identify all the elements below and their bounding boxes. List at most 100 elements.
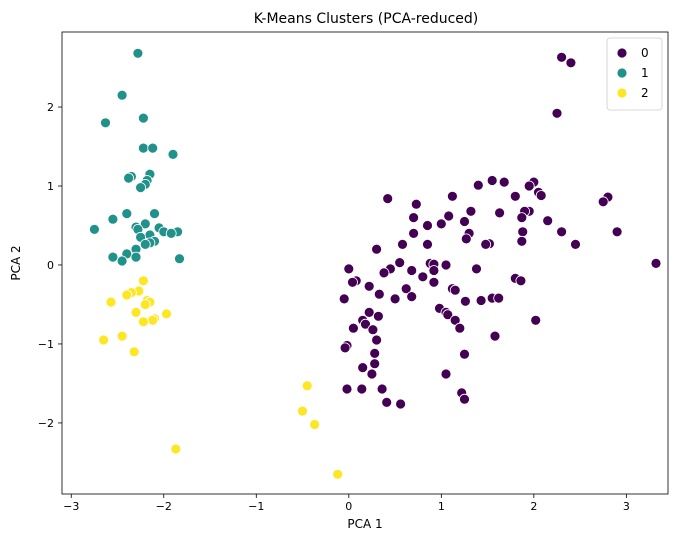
data-point-cluster-0 bbox=[494, 207, 506, 219]
data-point-cluster-0 bbox=[556, 51, 567, 63]
data-point-cluster-0 bbox=[400, 283, 412, 295]
data-point-cluster-1 bbox=[139, 238, 151, 250]
data-point-cluster-2 bbox=[332, 468, 344, 480]
x-tick-label: −2 bbox=[156, 500, 172, 513]
data-point-cluster-1 bbox=[137, 112, 149, 124]
data-point-cluster-0 bbox=[556, 226, 567, 238]
ticks-layer: −3 −2 −1 0 1 2 3 −2 −1 0 1 2 bbox=[38, 101, 630, 513]
x-tick-label: 1 bbox=[438, 500, 445, 513]
data-point-cluster-0 bbox=[356, 383, 368, 395]
data-point-cluster-0 bbox=[650, 257, 662, 269]
data-point-cluster-1 bbox=[135, 182, 147, 194]
data-point-cluster-0 bbox=[440, 259, 452, 271]
data-point-cluster-0 bbox=[530, 314, 542, 326]
data-point-cluster-0 bbox=[489, 330, 501, 342]
data-point-cluster-0 bbox=[395, 398, 407, 410]
data-point-cluster-0 bbox=[459, 216, 470, 227]
data-point-cluster-0 bbox=[435, 218, 447, 230]
data-point-cluster-1 bbox=[89, 223, 100, 235]
data-point-cluster-0 bbox=[422, 220, 433, 231]
data-point-cluster-0 bbox=[535, 190, 547, 201]
data-point-cluster-0 bbox=[367, 324, 379, 336]
data-point-cluster-0 bbox=[498, 176, 510, 188]
data-point-cluster-0 bbox=[493, 292, 505, 304]
data-point-cluster-1 bbox=[116, 89, 128, 101]
data-point-cluster-0 bbox=[565, 57, 577, 69]
data-point-cluster-0 bbox=[389, 293, 401, 305]
data-point-cluster-2 bbox=[116, 330, 128, 342]
y-axis-label: PCA 2 bbox=[9, 245, 23, 280]
data-point-cluster-0 bbox=[341, 383, 353, 395]
data-point-cluster-1 bbox=[107, 213, 119, 225]
data-point-cluster-0 bbox=[570, 238, 581, 250]
data-point-cluster-0 bbox=[486, 175, 498, 186]
data-point-cluster-0 bbox=[428, 265, 440, 276]
data-point-cluster-0 bbox=[475, 295, 487, 306]
data-point-cluster-0 bbox=[515, 275, 527, 287]
data-point-cluster-1 bbox=[123, 172, 135, 184]
plot-frame bbox=[61, 31, 669, 495]
data-point-cluster-0 bbox=[422, 238, 433, 250]
y-tick-label: 2 bbox=[47, 101, 54, 114]
data-point-cluster-0 bbox=[597, 196, 609, 208]
data-point-cluster-2 bbox=[139, 299, 151, 310]
data-point-cluster-0 bbox=[551, 107, 563, 119]
data-point-cluster-2 bbox=[309, 419, 321, 430]
data-point-cluster-2 bbox=[161, 308, 172, 320]
chart-title: K-Means Clusters (PCA-reduced) bbox=[254, 11, 479, 27]
y-tick-label: −2 bbox=[38, 417, 54, 430]
data-point-cluster-0 bbox=[408, 227, 420, 239]
data-point-cluster-0 bbox=[366, 368, 378, 380]
data-point-cluster-0 bbox=[516, 235, 528, 247]
y-tick-label: 1 bbox=[47, 180, 54, 193]
data-point-cluster-2 bbox=[105, 296, 117, 308]
data-point-cluster-0 bbox=[440, 368, 452, 380]
legend: 0 1 2 bbox=[606, 37, 663, 111]
data-point-cluster-2 bbox=[128, 346, 140, 358]
data-point-cluster-0 bbox=[410, 198, 422, 210]
data-point-cluster-0 bbox=[369, 358, 381, 370]
data-point-cluster-0 bbox=[339, 342, 351, 354]
data-point-cluster-0 bbox=[449, 314, 461, 326]
data-point-cluster-0 bbox=[516, 212, 528, 224]
data-point-cluster-0 bbox=[465, 205, 477, 217]
legend-label-2: 2 bbox=[641, 86, 649, 100]
x-tick-label: 3 bbox=[623, 500, 630, 513]
data-point-cluster-0 bbox=[381, 396, 393, 408]
x-axis-label: PCA 1 bbox=[347, 517, 382, 531]
data-point-cluster-0 bbox=[459, 295, 471, 307]
data-point-cluster-0 bbox=[542, 215, 554, 227]
data-point-cluster-0 bbox=[471, 263, 482, 275]
data-point-cluster-0 bbox=[357, 362, 369, 374]
data-point-cluster-0 bbox=[369, 347, 381, 359]
data-point-cluster-0 bbox=[446, 190, 458, 202]
data-point-cluster-0 bbox=[428, 276, 440, 288]
data-point-cluster-0 bbox=[363, 306, 375, 318]
data-point-cluster-0 bbox=[397, 238, 408, 250]
data-point-cluster-2 bbox=[297, 405, 308, 417]
data-point-cluster-1 bbox=[132, 47, 144, 59]
data-point-cluster-1 bbox=[107, 251, 119, 263]
data-point-cluster-1 bbox=[137, 142, 149, 154]
x-tick-label: −1 bbox=[248, 500, 264, 513]
data-point-cluster-2 bbox=[301, 380, 313, 392]
data-point-cluster-1 bbox=[167, 148, 179, 160]
data-point-cluster-1 bbox=[165, 227, 177, 239]
data-point-cluster-0 bbox=[517, 226, 529, 238]
data-point-cluster-1 bbox=[116, 255, 128, 267]
data-point-cluster-0 bbox=[378, 267, 390, 279]
data-point-cluster-0 bbox=[343, 263, 355, 275]
data-point-cluster-0 bbox=[611, 226, 623, 238]
x-tick-label: −3 bbox=[63, 500, 79, 513]
data-point-cluster-0 bbox=[442, 309, 454, 321]
data-point-cluster-0 bbox=[376, 383, 388, 395]
data-point-cluster-0 bbox=[417, 271, 429, 283]
data-point-cluster-0 bbox=[372, 310, 384, 322]
data-point-cluster-0 bbox=[472, 179, 484, 191]
data-point-cluster-0 bbox=[394, 257, 406, 269]
data-point-cluster-0 bbox=[360, 318, 371, 330]
data-point-cluster-1 bbox=[147, 142, 159, 154]
data-point-cluster-2 bbox=[147, 314, 159, 326]
data-point-cluster-0 bbox=[382, 193, 394, 205]
data-point-cluster-0 bbox=[363, 280, 375, 292]
